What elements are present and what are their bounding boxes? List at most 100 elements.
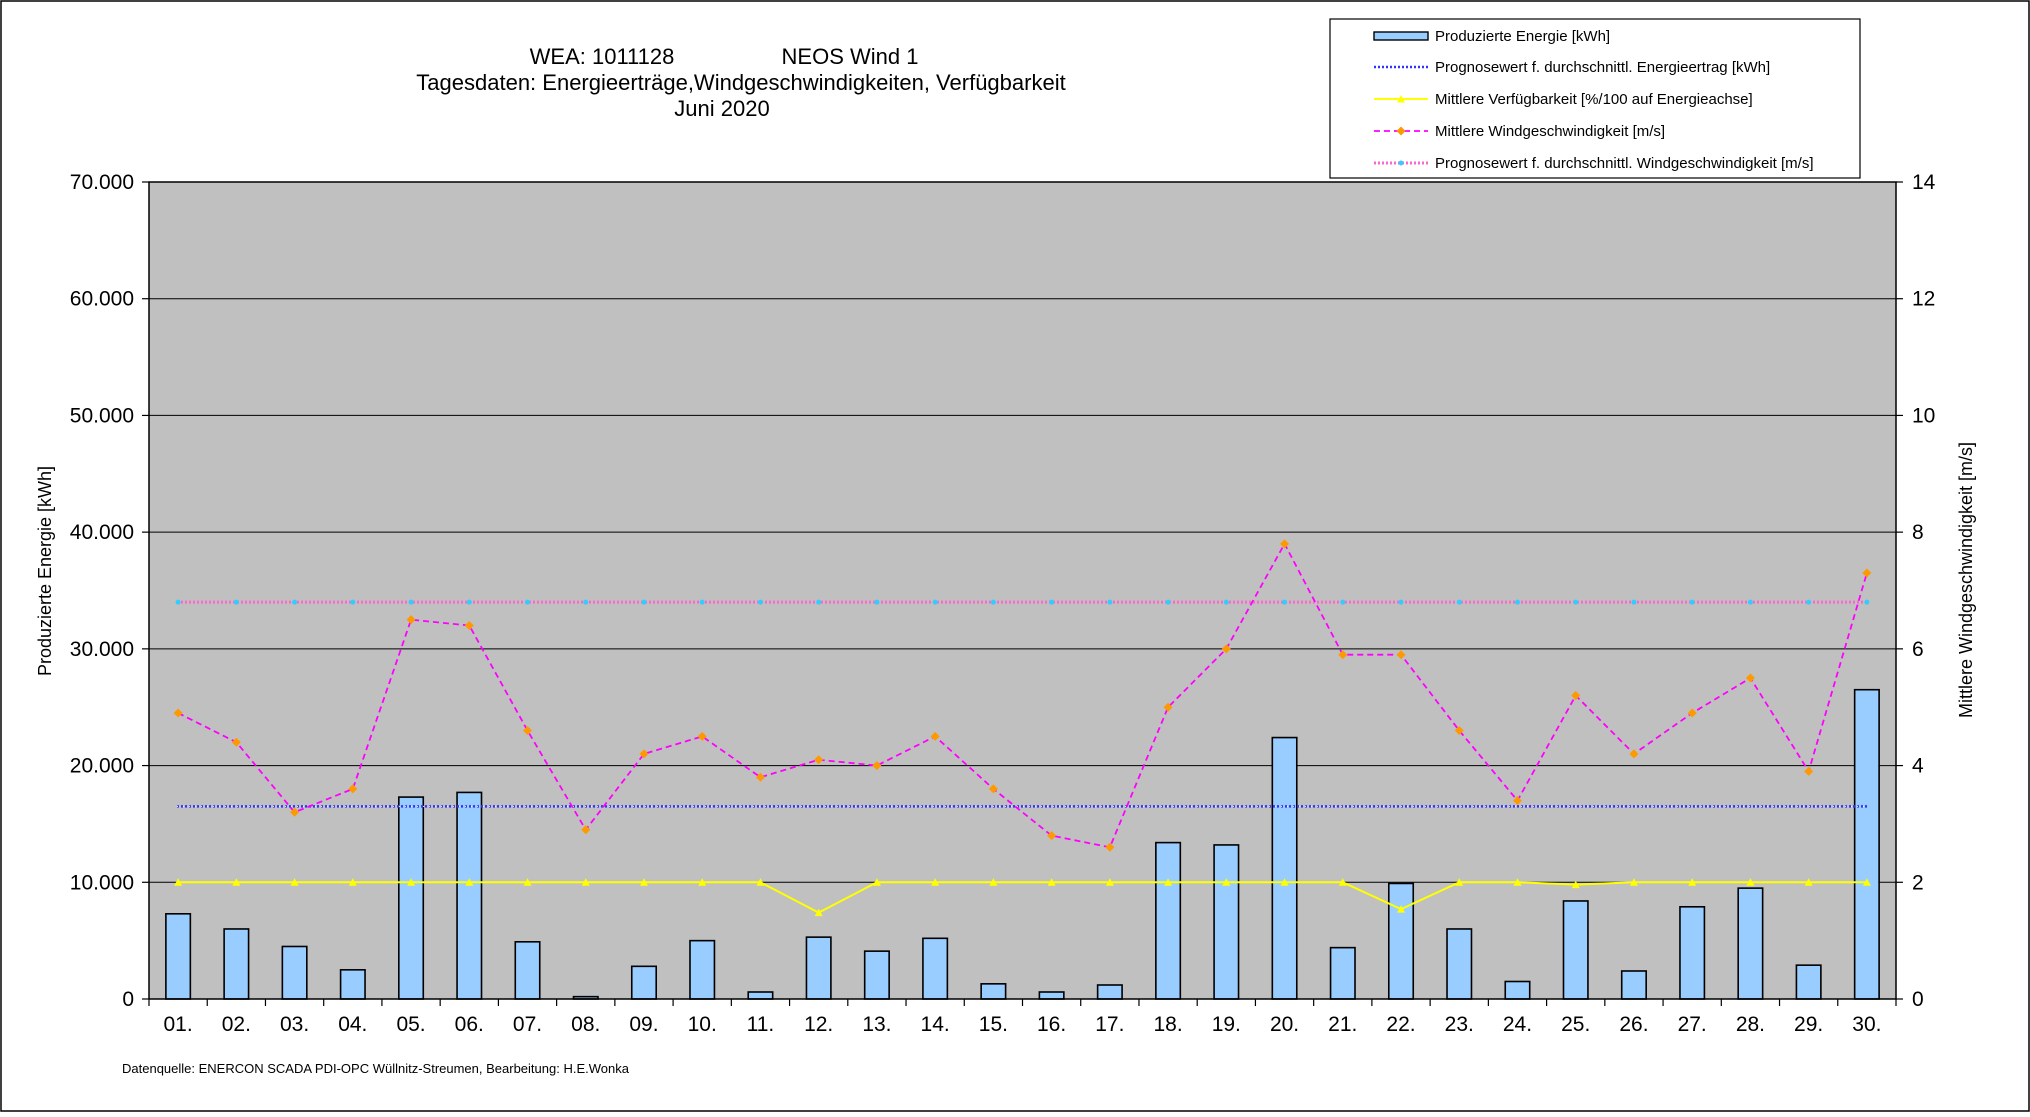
series-lines — [173, 539, 1872, 917]
energy-bar — [456, 791, 483, 1000]
energy-bar — [1155, 841, 1182, 1000]
x-tick-label: 06. — [455, 1013, 484, 1036]
wind-speed-point — [231, 737, 241, 747]
left-tick-label: 10.000 — [70, 871, 134, 894]
wind-speed-point — [290, 807, 300, 817]
wind-forecast-point — [932, 599, 938, 605]
energy-bar — [689, 939, 716, 1000]
availability-point — [1397, 905, 1406, 913]
availability-point — [1222, 878, 1231, 886]
x-tick-label: 07. — [513, 1013, 542, 1036]
energy-bar — [863, 950, 890, 1000]
energy-bar — [398, 796, 425, 1000]
x-tick-label: 09. — [629, 1013, 658, 1036]
wind-speed-point — [1687, 708, 1697, 718]
energy-bar — [805, 936, 832, 1000]
left-axis-ticks: 0 10.000 20.000 30.000 40.000 50.000 60.000 70.… — [70, 171, 149, 1011]
x-tick-label: 13. — [862, 1013, 891, 1036]
data-source-note: Datenquelle: ENERCON SCADA PDI-OPC Wülln… — [122, 1061, 630, 1076]
availability-point — [1804, 878, 1813, 886]
wind-forecast-point — [350, 599, 356, 605]
wind-forecast-point — [816, 599, 822, 605]
energy-bar — [281, 945, 308, 1000]
wind-forecast-point — [1223, 599, 1229, 605]
availability-line — [178, 881, 1867, 914]
x-tick-label: 04. — [338, 1013, 367, 1036]
availability-point — [1513, 878, 1522, 886]
availability-point — [1105, 878, 1114, 886]
right-tick-label: 10 — [1912, 404, 1935, 427]
energy-bar — [747, 991, 774, 1000]
wind-forecast-point — [641, 599, 647, 605]
wind-speed-point — [1105, 842, 1115, 852]
wind-forecast-point — [1514, 599, 1520, 605]
wind-speed-point — [523, 726, 533, 736]
right-tick-label: 4 — [1912, 755, 1924, 778]
wind-speed-point — [872, 761, 882, 771]
wind-speed-point — [1629, 749, 1639, 759]
wind-forecast-point — [292, 599, 298, 605]
wind-forecast-point — [1747, 599, 1753, 605]
wind-forecast-point — [1864, 599, 1870, 605]
left-tick-label: 60.000 — [70, 288, 134, 311]
x-tick-label: 23. — [1445, 1013, 1474, 1036]
x-tick-label: 18. — [1153, 1013, 1182, 1036]
energy-bar — [922, 937, 949, 1000]
availability-point — [639, 878, 648, 886]
chart-title-wea: WEA: 1011128 — [530, 44, 675, 69]
legend-marker-wind-speed — [1396, 126, 1406, 136]
x-tick-label: 22. — [1386, 1013, 1415, 1036]
wind-speed-point — [1163, 702, 1173, 712]
x-tick-label: 14. — [921, 1013, 950, 1036]
legend-label: Mittlere Verfügbarkeit [%/100 auf Energi… — [1435, 91, 1753, 108]
availability-point — [756, 878, 765, 886]
left-tick-label: 70.000 — [70, 171, 134, 194]
availability-point — [1746, 878, 1755, 886]
energy-bar — [223, 928, 250, 1000]
energy-bar — [1679, 905, 1706, 1000]
availability-point — [1280, 878, 1289, 886]
availability-point — [523, 878, 532, 886]
availability-point — [1455, 878, 1464, 886]
right-tick-label: 6 — [1912, 638, 1924, 661]
wind-forecast-point — [583, 599, 589, 605]
x-tick-label: 10. — [688, 1013, 717, 1036]
wind-speed-point — [406, 615, 416, 625]
wind-forecast-point — [1340, 599, 1346, 605]
wind-speed-point — [1862, 568, 1872, 578]
energy-bar — [630, 965, 658, 1000]
availability-point — [931, 878, 940, 886]
x-tick-label: 08. — [571, 1013, 600, 1036]
x-tick-label: 21. — [1328, 1013, 1357, 1036]
energy-bar — [1446, 928, 1473, 1000]
x-tick-label: 01. — [164, 1013, 193, 1036]
availability-point — [698, 878, 707, 886]
energy-bar — [1562, 900, 1589, 1000]
availability-point — [1164, 878, 1173, 886]
x-tick-label: 29. — [1794, 1013, 1823, 1036]
legend-label: Mittlere Windgeschwindigkeit [m/s] — [1435, 123, 1665, 140]
x-tick-label: 28. — [1736, 1013, 1765, 1036]
availability-point — [581, 878, 590, 886]
plot-background — [149, 182, 1896, 999]
availability-point — [872, 878, 881, 886]
right-tick-label: 12 — [1912, 288, 1935, 311]
wind-speed-point — [639, 749, 649, 759]
wind-forecast-point — [408, 599, 414, 605]
wind-speed-point — [1745, 673, 1755, 683]
availability-point — [174, 878, 183, 886]
wind-forecast-point — [1165, 599, 1171, 605]
energy-bar — [1620, 970, 1647, 1000]
x-tick-label: 05. — [396, 1013, 425, 1036]
energy-bar — [980, 983, 1007, 1000]
wind-speed-point — [1396, 650, 1406, 660]
availability-point — [989, 878, 998, 886]
wind-forecast-point — [1806, 599, 1812, 605]
wind-forecast-point — [1282, 599, 1288, 605]
wind-forecast-point — [233, 599, 239, 605]
wind-forecast-point — [1689, 599, 1695, 605]
wind-forecast-point — [1573, 599, 1579, 605]
wind-speed-point — [930, 731, 940, 741]
right-axis-title: Mittlere Windgeschwindigkeit [m/s] — [1956, 442, 1976, 718]
wind-speed-point — [1280, 539, 1290, 549]
